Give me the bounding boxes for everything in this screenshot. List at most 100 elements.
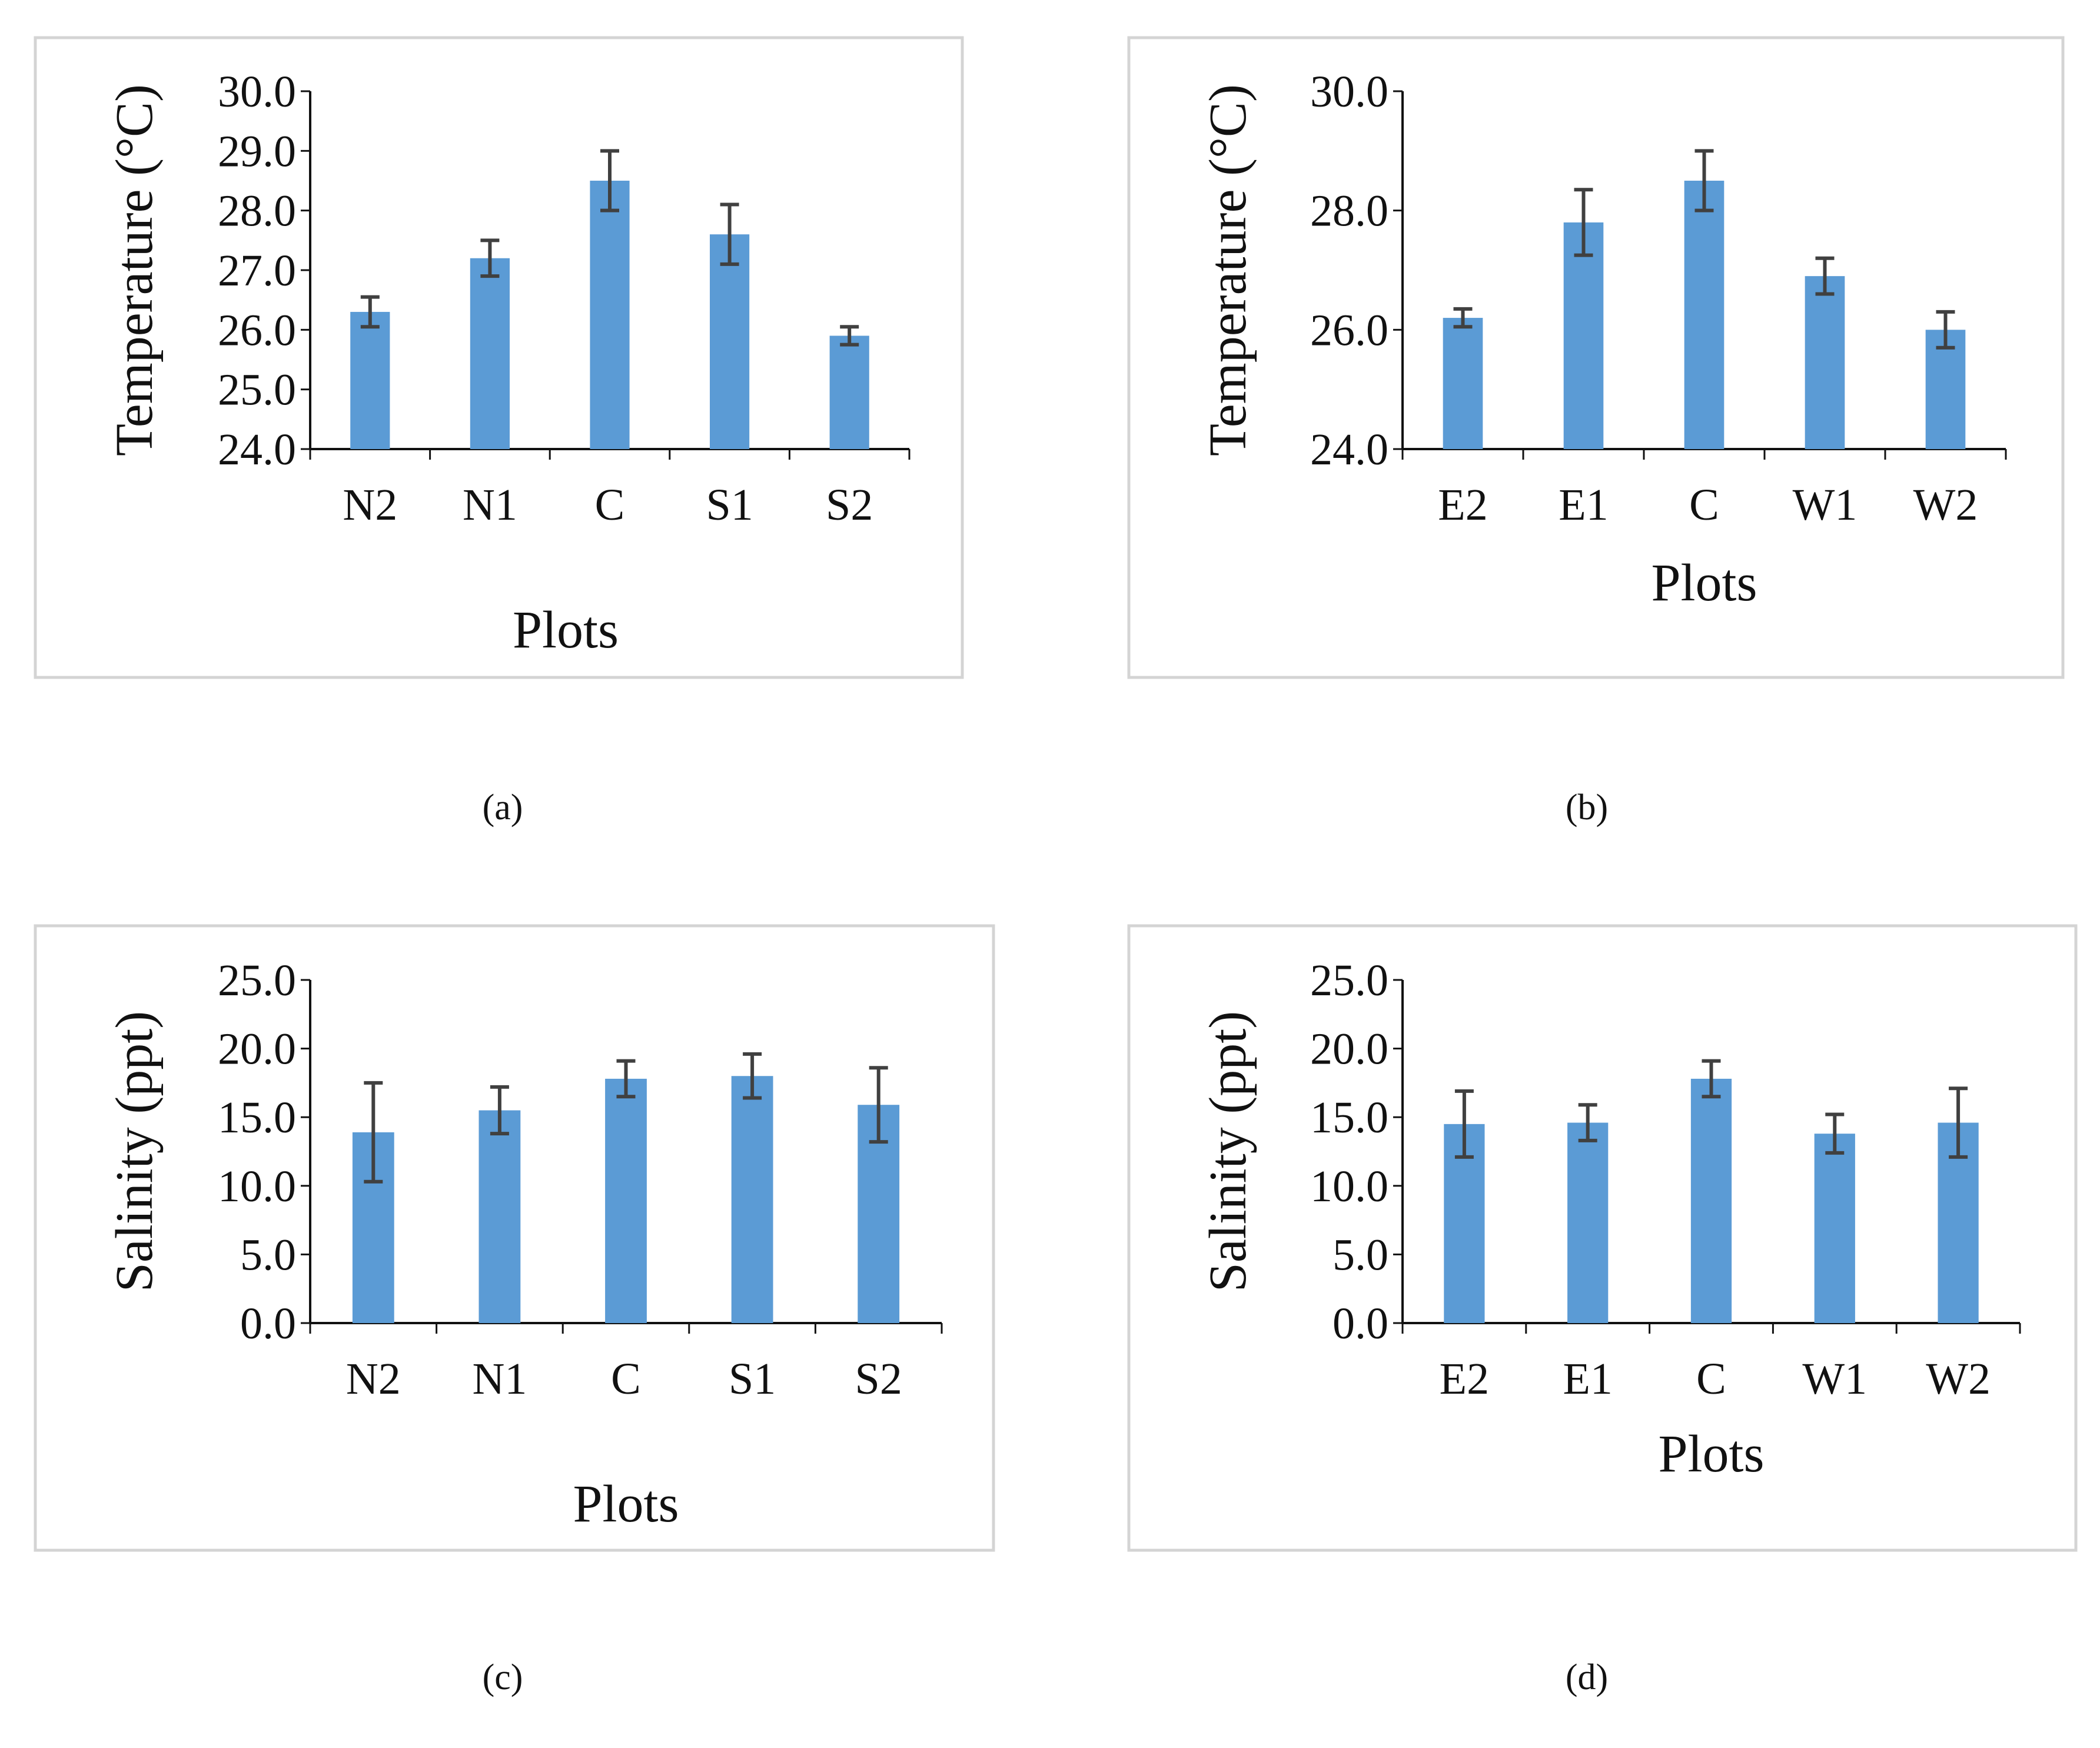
panel-a-x-tick-label: N2: [343, 480, 397, 530]
panel-a-bar-n2: [350, 311, 390, 449]
panel-a-x-tick-label: S1: [706, 480, 753, 530]
panel-b-x-tick-label: W2: [1913, 480, 1978, 530]
panel-a-x-tick-label: N1: [463, 480, 517, 530]
panel-a-bar-s2: [829, 335, 869, 449]
panel-c-bar-c: [605, 1078, 647, 1323]
panel-d-x-tick-label: C: [1696, 1354, 1726, 1404]
panel-b-error-bar-e2: [1453, 307, 1473, 329]
panel-a-bar-n1: [470, 258, 510, 449]
panel-b-y-tick-label: 30.0: [1310, 67, 1388, 117]
panel-c-y-tick-label: 25.0: [218, 956, 296, 1005]
panel-b-x-tick-label: E1: [1559, 480, 1608, 530]
panel-a-y-tick-label: 26.0: [218, 305, 296, 355]
panel-b-x-tick-label: W1: [1793, 480, 1858, 530]
panel-b-label: (b): [1566, 787, 1608, 828]
panel-a-error-bar-s1: [720, 202, 739, 266]
panel-d-error-bar-e2: [1454, 1089, 1474, 1159]
panel-b-y-tick-label: 24.0: [1310, 425, 1388, 474]
panel-b-x-tick-label: C: [1689, 480, 1719, 530]
panel-b-x-axis-title: Plots: [1651, 554, 1757, 612]
panel-d-x-tick-label: E2: [1440, 1354, 1489, 1404]
panel-a-y-tick-label: 28.0: [218, 187, 296, 236]
panel-c: 0.0 5.0 10.0 15.0 20.0 25.0 N2 N1 C S1 S2 Plots Sali…: [34, 924, 995, 1697]
panel-c-y-axis-title: Salinity (ppt): [105, 1011, 164, 1292]
panel-c-y-tick-label: 0.0: [240, 1299, 296, 1348]
panel-c-x-tick-label: S1: [729, 1354, 776, 1404]
panel-a-bar-c: [590, 181, 630, 449]
panel-b-y-axis-title: Temperature (°C): [1199, 84, 1257, 456]
panel-c-x-axis-title: Plots: [573, 1475, 679, 1533]
panel-d-x-tick-label: W2: [1926, 1354, 1991, 1404]
panel-a-x-tick-label: C: [595, 480, 625, 530]
panel-a-label: (a): [483, 787, 523, 828]
panel-d-chart: 0.0 5.0 10.0 15.0 20.0 25.0 E2 E1 C W1 W2 Plots Sali…: [1199, 956, 2021, 1483]
panel-b-error-bar-w1: [1815, 256, 1835, 296]
panel-a-y-tick-label: 27.0: [218, 246, 296, 295]
panel-d-error-bar-w1: [1825, 1112, 1845, 1155]
panel-a-error-bar-s2: [840, 325, 859, 347]
panel-d: 0.0 5.0 10.0 15.0 20.0 25.0 E2 E1 C W1 W2 Plots Sali…: [1127, 924, 2078, 1697]
panel-a-y-tick-label: 25.0: [218, 365, 296, 415]
panel-a-chart: 24.0 25.0 26.0 27.0 28.0 29.0 30.0 N2 N1 C S1 S2 Plo…: [105, 67, 911, 659]
panel-c-y-tick-label: 15.0: [218, 1093, 296, 1142]
panel-b-y-tick-label: 26.0: [1310, 305, 1388, 355]
panel-d-bar-c: [1690, 1078, 1732, 1323]
panel-d-label: (d): [1566, 1657, 1608, 1697]
panel-a-y-tick-label: 29.0: [218, 127, 296, 176]
panel-b-chart: 24.0 26.0 28.0 30.0 E2 E1 C W1 W2 Plots Temperatur…: [1199, 67, 2007, 612]
panel-d-y-tick-label: 0.0: [1333, 1299, 1388, 1348]
panel-d-y-tick-label: 15.0: [1310, 1093, 1388, 1142]
panel-b-error-bar-w2: [1936, 310, 1955, 350]
panel-c-bar-n1: [479, 1110, 521, 1323]
panel-d-y-tick-label: 5.0: [1333, 1230, 1388, 1280]
panel-c-x-tick-label: N1: [472, 1354, 527, 1404]
panel-d-bar-e1: [1567, 1122, 1609, 1323]
panel-b-error-bar-c: [1694, 149, 1714, 212]
panel-c-error-bar-n2: [364, 1081, 383, 1184]
panel-d-y-tick-label: 20.0: [1310, 1025, 1388, 1074]
panel-d-y-axis-title: Salinity (ppt): [1199, 1011, 1257, 1292]
panel-b-bar-e2: [1443, 318, 1483, 449]
panel-a-error-bar-n1: [480, 238, 500, 278]
panel-d-x-tick-label: W1: [1802, 1354, 1867, 1404]
panel-b-bar-w1: [1805, 276, 1845, 449]
panel-d-error-bar-e1: [1578, 1103, 1597, 1142]
panel-a-x-axis-title: Plots: [513, 601, 619, 659]
panel-a-error-bar-n2: [360, 295, 380, 329]
panel-c-bar-s1: [731, 1076, 773, 1323]
panel-c-x-tick-label: C: [611, 1354, 641, 1404]
panel-a-error-bar-c: [600, 149, 619, 212]
panel-b-y-tick-label: 28.0: [1310, 187, 1388, 236]
panel-d-y-tick-label: 10.0: [1310, 1162, 1388, 1211]
panel-d-x-axis-title: Plots: [1658, 1425, 1764, 1483]
panel-c-y-tick-label: 10.0: [218, 1162, 296, 1211]
panel-a-y-tick-label: 24.0: [218, 425, 296, 474]
panel-a-bar-s1: [710, 234, 750, 449]
panel-a-x-tick-label: S2: [826, 480, 873, 530]
panel-b-x-tick-label: E2: [1438, 480, 1487, 530]
panel-a-y-axis-title: Temperature (°C): [105, 84, 164, 456]
panel-c-x-tick-label: S2: [855, 1354, 902, 1404]
panel-c-error-bar-c: [616, 1059, 636, 1099]
panel-c-y-tick-label: 5.0: [240, 1230, 296, 1280]
panel-b-bar-c: [1684, 181, 1724, 449]
panel-b-error-bar-e1: [1574, 188, 1593, 257]
panel-c-label: (c): [483, 1657, 523, 1697]
panel-b: 24.0 26.0 28.0 30.0 E2 E1 C W1 W2 Plots Temperatur…: [1127, 36, 2065, 828]
panel-a-y-tick-label: 30.0: [218, 67, 296, 117]
panel-b-bar-w2: [1925, 330, 1966, 449]
panel-c-error-bar-s1: [743, 1052, 762, 1100]
panel-d-x-tick-label: E1: [1563, 1354, 1612, 1404]
panel-c-error-bar-s2: [869, 1066, 888, 1144]
panel-b-bar-e1: [1563, 222, 1604, 449]
panel-c-y-tick-label: 20.0: [218, 1025, 296, 1074]
panel-d-error-bar-w2: [1949, 1086, 1968, 1159]
panel-d-bar-w1: [1814, 1134, 1855, 1323]
panel-c-x-tick-label: N2: [346, 1354, 401, 1404]
panel-a: 24.0 25.0 26.0 27.0 28.0 29.0 30.0 N2 N1 C S1 S2 Plo…: [34, 36, 964, 828]
panel-d-y-tick-label: 25.0: [1310, 956, 1388, 1005]
panel-c-error-bar-n1: [490, 1085, 509, 1136]
panel-d-error-bar-c: [1702, 1059, 1721, 1099]
panel-c-chart: 0.0 5.0 10.0 15.0 20.0 25.0 N2 N1 C S1 S2 Plots Sali…: [105, 956, 943, 1533]
